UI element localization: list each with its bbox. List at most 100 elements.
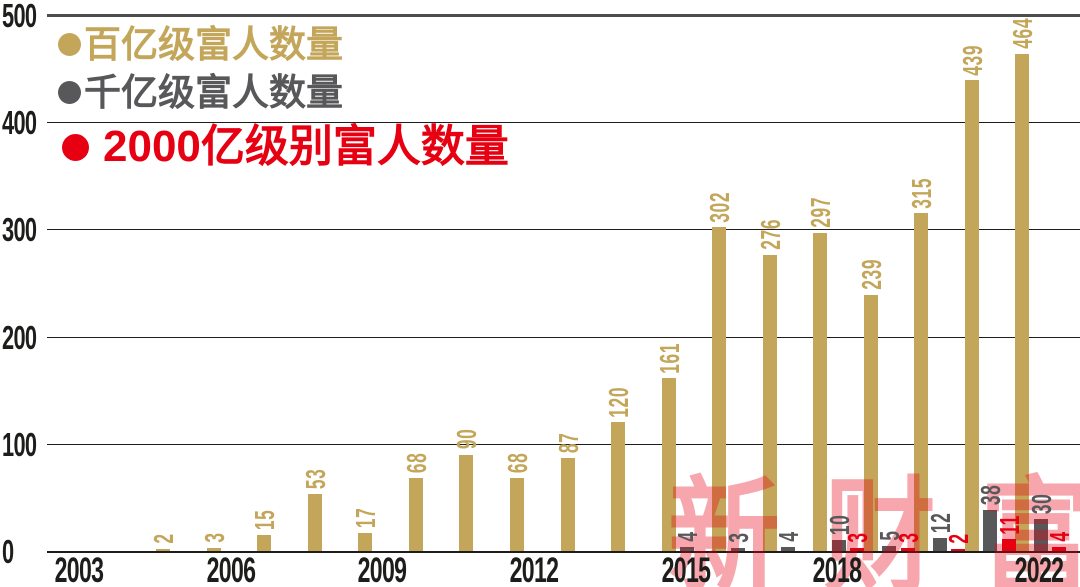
gridline-400 — [47, 122, 1080, 124]
value-label-red-2018: 3 — [842, 532, 874, 543]
value-label-gold-2006: 3 — [198, 532, 230, 543]
value-label-gray-2016: 3 — [722, 532, 754, 543]
value-label-gold-2015: 161 — [653, 342, 685, 374]
value-label-gold-2020: 315 — [906, 177, 938, 209]
x-axis-tick-2018: 2018 — [812, 551, 862, 587]
value-label-wrap-red-2018: 3 — [842, 532, 874, 543]
value-label-wrap-gray-2020: 12 — [924, 512, 956, 534]
value-label-gray-2020: 12 — [924, 512, 956, 534]
value-label-red-2021: 11 — [993, 514, 1025, 535]
value-label-wrap-gold-2018: 297 — [805, 196, 837, 228]
value-label-wrap-red-2019: 3 — [893, 533, 924, 543]
value-label-wrap-red-2022: 4 — [1044, 531, 1075, 541]
bar-gold-2006 — [206, 547, 221, 551]
value-label-gold-2018: 297 — [805, 196, 837, 228]
bar-gold-2017 — [762, 255, 777, 551]
x-axis-tick-2022: 2022 — [1015, 551, 1064, 587]
bar-gold-2021 — [964, 80, 979, 551]
value-label-gold-2005: 2 — [148, 533, 180, 544]
value-label-wrap-gold-2022: 464 — [1007, 17, 1039, 49]
bar-gold-2014 — [611, 422, 626, 551]
value-label-gold-2021: 439 — [956, 44, 988, 76]
bar-gray-2018 — [831, 540, 846, 551]
value-label-wrap-red-2021: 11 — [993, 514, 1025, 535]
value-label-gray-2021: 38 — [975, 484, 1007, 506]
legend-label-100billion: 千亿级富人数量 — [84, 71, 343, 113]
legend-label-10billion: 百亿级富人数量 — [84, 23, 343, 65]
bar-gray-2015 — [680, 546, 695, 551]
y-axis-tick-500: 500 — [2, 0, 37, 34]
legend-item-10billion: 百亿级富人数量 — [58, 20, 509, 68]
value-label-wrap-gray-2016: 3 — [722, 532, 754, 543]
bar-red-2022 — [1052, 546, 1067, 551]
bar-red-2019 — [900, 547, 915, 551]
value-label-wrap-gold-2017: 276 — [754, 219, 786, 251]
value-label-gray-2017: 4 — [773, 531, 805, 542]
y-axis-tick-200: 200 — [2, 318, 37, 356]
bar-gold-2015 — [661, 378, 676, 551]
y-axis-tick-300: 300 — [2, 211, 37, 249]
value-label-wrap-gold-2021: 439 — [956, 44, 988, 76]
bar-gold-2016 — [712, 227, 727, 551]
bar-gold-2018 — [813, 232, 828, 551]
bar-gray-2019 — [882, 545, 897, 551]
x-axis-tick-2003: 2003 — [54, 551, 104, 587]
value-label-gold-2007: 15 — [249, 509, 281, 530]
value-label-wrap-gray-2021: 38 — [975, 484, 1007, 506]
bar-gray-2016 — [730, 547, 745, 551]
value-label-wrap-gray-2015: 4 — [672, 531, 704, 542]
watermark-text: 新财富 — [668, 464, 1080, 587]
legend-dot-red-icon — [62, 133, 89, 161]
value-label-wrap-gold-2019: 239 — [856, 259, 887, 290]
y-axis-tick-100: 100 — [2, 425, 37, 463]
bar-gold-2007 — [257, 534, 272, 551]
value-label-gold-2016: 302 — [704, 191, 736, 223]
value-label-wrap-gold-2008: 53 — [299, 468, 331, 490]
bar-red-2020 — [951, 548, 966, 551]
value-label-wrap-gold-2007: 15 — [249, 509, 281, 530]
value-label-wrap-gold-2012: 68 — [501, 452, 533, 474]
bar-gold-2022 — [1015, 53, 1030, 551]
legend-item-200billion: 2000亿级别富人数量 — [58, 118, 509, 176]
value-label-gold-2012: 68 — [501, 452, 533, 474]
value-label-gold-2017: 276 — [754, 219, 786, 251]
bar-gold-2010 — [408, 478, 423, 551]
bar-gold-2013 — [560, 457, 575, 551]
value-label-gray-2015: 4 — [672, 531, 704, 542]
bar-gray-2021 — [983, 510, 998, 551]
value-label-wrap-gold-2015: 161 — [653, 342, 685, 374]
legend: 百亿级富人数量 千亿级富人数量 2000亿级别富人数量 — [58, 20, 509, 176]
gridline-100 — [47, 443, 1080, 445]
value-label-wrap-gold-2009: 17 — [350, 507, 381, 528]
value-label-gold-2010: 68 — [400, 452, 432, 474]
legend-dot-gold-icon — [58, 32, 81, 56]
value-label-gold-2022: 464 — [1007, 17, 1039, 49]
gridline-500 — [47, 14, 1080, 17]
bar-gold-2012 — [509, 478, 524, 551]
bar-gray-2020 — [932, 538, 947, 551]
value-label-wrap-gold-2016: 302 — [704, 191, 736, 223]
value-label-gold-2014: 120 — [603, 386, 635, 418]
legend-label-200billion: 2000亿级别富人数量 — [103, 122, 509, 171]
x-axis-tick-2012: 2012 — [509, 551, 559, 587]
gridline-300 — [47, 229, 1080, 231]
value-label-gold-2008: 53 — [299, 468, 331, 490]
bar-gold-2020 — [914, 213, 929, 551]
value-label-wrap-gold-2013: 87 — [552, 432, 584, 453]
value-label-wrap-gold-2020: 315 — [906, 177, 938, 209]
gridline-200 — [47, 336, 1080, 338]
value-label-gold-2013: 87 — [552, 432, 584, 453]
value-label-gray-2022: 30 — [1025, 493, 1057, 514]
bar-gold-2008 — [307, 494, 322, 551]
value-label-wrap-gold-2014: 120 — [603, 386, 635, 418]
legend-item-100billion: 千亿级富人数量 — [58, 68, 509, 116]
value-label-wrap-red-2020: 2 — [943, 533, 975, 544]
value-label-wrap-gray-2022: 30 — [1025, 493, 1057, 514]
value-label-gold-2011: 90 — [451, 428, 483, 450]
value-label-red-2020: 2 — [943, 533, 975, 544]
y-axis-tick-0: 0 — [2, 533, 14, 570]
legend-dot-gray-icon — [58, 80, 81, 104]
gridline-0 — [47, 551, 1080, 553]
x-axis-tick-2006: 2006 — [206, 551, 256, 587]
x-axis-tick-2009: 2009 — [357, 551, 407, 587]
